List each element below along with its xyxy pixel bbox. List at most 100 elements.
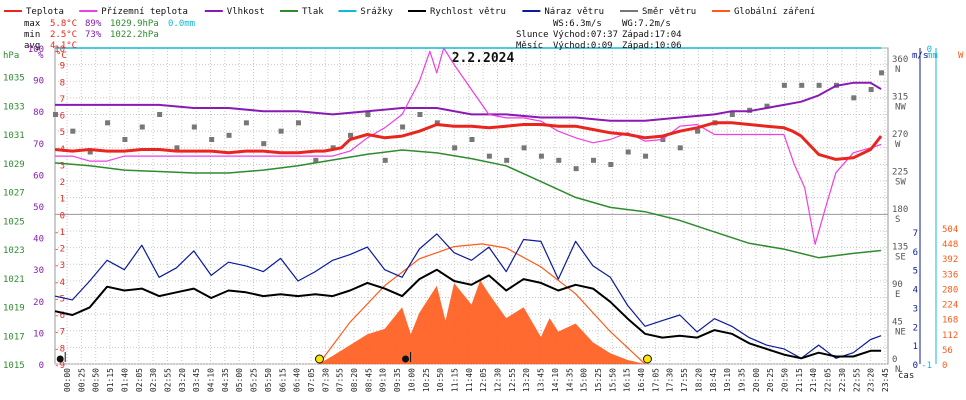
humidity-tick-label: 50 [33,203,44,213]
x-tick-label: 04:10 [207,368,216,392]
wind-dir-letter: N [895,365,900,375]
x-tick-label: 02:30 [149,368,158,392]
wind-direction-point [573,166,579,172]
x-tick-label: 05:25 [250,368,259,392]
humidity-unit: % [38,51,44,61]
wind-dir-tick-label: 45 [892,318,903,328]
x-tick-label: 18:20 [694,368,703,392]
rain-tick-label: -1 [921,361,932,371]
stat-press: 1022.2hPa [110,30,159,40]
x-tick-label: 11:40 [465,368,474,392]
info-moon-label: Měsíc [516,41,543,51]
stat-label: min [24,30,40,40]
legend-label: Přízemní teplota [101,7,188,17]
x-tick-label: 01:15 [106,368,115,392]
temperature-unit: °C [56,51,67,61]
wind-direction-point [400,124,406,130]
x-axis-label: čas [898,370,914,381]
wind-speed-tick-label: 1 [913,342,918,352]
radiation-tick-label: 336 [942,270,958,280]
pressure-unit: hPa [3,51,19,61]
wind-direction-point [469,137,475,142]
temperature-tick-label: -5 [54,294,65,304]
legend: Teplota Přízemní teplota Vlhkost Tlak Srážky… [4,7,815,17]
wind-dir-tick-label: 360 [892,55,908,65]
legend-label: Rychlost větru [430,7,506,17]
x-tick-label: 15:50 [608,368,617,392]
rain-unit: mm [927,51,938,61]
x-tick-label: 14:10 [551,368,560,392]
x-tick-label: 06:15 [278,368,287,392]
markers [56,352,652,364]
radiation-theoretical-line [318,243,646,365]
wind-dir-letter: NW [895,103,906,113]
x-tick-label: 21:15 [795,368,804,392]
wind-speed-tick-label: 6 [913,248,918,258]
x-tick-label: 00:25 [77,368,86,392]
wind-direction-point [122,137,128,142]
moonrise-marker [56,355,64,363]
radiation-tick-label: 504 [942,225,958,235]
pressure-tick-label: 1031 [3,131,25,141]
temperature-tick-label: 0 [60,211,65,221]
pressure-tick-label: 1019 [3,304,25,314]
legend-label: Náraz větru [544,7,604,17]
wind-direction-point [486,153,492,159]
stat-temp: 4.1°C [50,41,77,51]
wind-direction-point [521,145,527,151]
wind-direction-point [625,149,631,155]
wind-dir-tick-label: 90 [892,280,903,290]
x-tick-label: 12:30 [494,368,503,392]
humidity-tick-label: 10 [33,329,44,339]
x-tick-label: 07:55 [336,368,345,392]
x-tick-label: 23:20 [867,368,876,392]
wind-dir-tick-label: 135 [892,243,908,253]
wind-direction-point [243,120,249,126]
stat-hum: 89% [85,19,102,29]
wind-dir-tick-label: 180 [892,205,908,215]
wind-dir-tick-label: 315 [892,93,908,103]
radiation-tick-label: 0 [942,361,947,371]
temperature-tick-label: 10 [54,45,65,55]
sunset-marker [642,354,652,364]
wind-dir-tick-label: 0 [892,355,897,365]
info-wg: WG:7.2m/s [622,19,671,29]
wind-direction-point [879,70,885,76]
legend-label: Směr větru [642,7,696,17]
wind-direction-point [209,137,215,142]
wind-dir-letter: S [895,215,900,225]
x-tick-label: 09:35 [393,368,402,392]
temperature-tick-label: -7 [54,328,65,338]
temperature-tick-label: 3 [60,161,65,171]
x-tick-label: 22:05 [824,368,833,392]
x-tick-label: 02:55 [163,368,172,392]
humidity-tick-label: 60 [33,171,44,181]
wind-direction-point [556,157,562,163]
wind-dir-letter: NE [895,328,906,338]
pressure-tick-label: 1015 [3,361,25,371]
x-tick-label: 04:35 [221,368,230,392]
x-tick-label: 14:35 [565,368,574,392]
humidity-tick-label: 80 [33,108,44,118]
x-tick-label: 08:20 [350,368,359,392]
wind-dir-letter: E [895,290,900,300]
humidity-tick-label: 100 [28,45,44,55]
stat-press: 1029.9hPa [110,19,159,29]
grid [55,47,888,365]
x-tick-label: 10:50 [436,368,445,392]
info-block: WS:6.3m/s WG:7.2m/s Slunce Východ:07:37 Zápa… [516,19,682,51]
stat-label: max [24,19,41,29]
x-tick-label: 17:30 [666,368,675,392]
wind-direction-point [851,95,857,101]
x-tick-label: 18:45 [709,368,718,392]
wind-direction-point [295,120,301,126]
x-tick-label: 10:25 [422,368,431,392]
wind-speed-tick-label: 2 [913,323,918,333]
temperature-tick-label: -6 [54,311,65,321]
wind-direction-point [590,157,596,163]
humidity-tick-label: 0 [39,361,44,371]
wind-direction-point [87,149,93,155]
x-tick-label: 19:10 [723,368,732,392]
x-tick-label: 05:50 [264,368,273,392]
